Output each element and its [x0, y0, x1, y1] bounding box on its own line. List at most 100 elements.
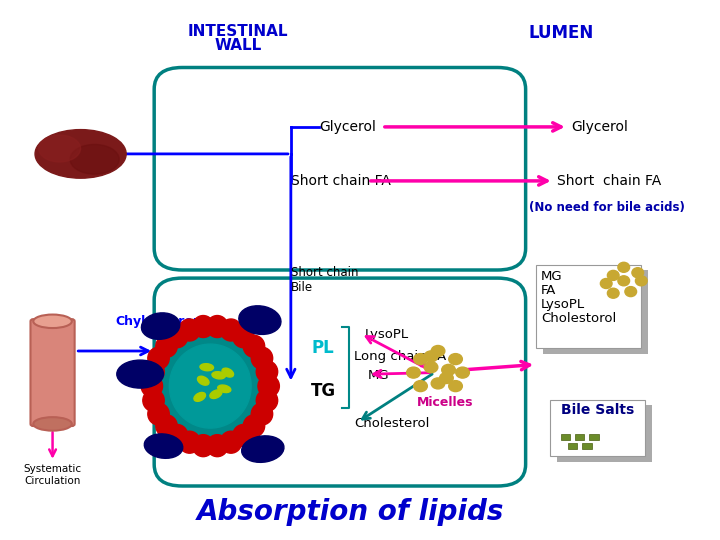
Ellipse shape [192, 315, 214, 338]
Text: Glycerol: Glycerol [319, 120, 376, 134]
Text: Short  chain FA: Short chain FA [557, 174, 662, 188]
Text: LUMEN: LUMEN [528, 24, 593, 42]
Text: Bile Salts: Bile Salts [561, 403, 634, 417]
Bar [567, 443, 577, 449]
Ellipse shape [148, 403, 169, 425]
Ellipse shape [414, 354, 427, 364]
Ellipse shape [222, 368, 234, 377]
Ellipse shape [636, 276, 647, 286]
Text: Absorption of lipids: Absorption of lipids [197, 498, 504, 526]
Text: INTESTINAL
WALL: INTESTINAL WALL [188, 24, 289, 52]
Ellipse shape [141, 313, 180, 339]
Ellipse shape [35, 130, 126, 178]
Ellipse shape [600, 279, 612, 288]
Ellipse shape [449, 381, 462, 392]
Text: Short chain FA: Short chain FA [291, 174, 391, 188]
Ellipse shape [143, 361, 164, 383]
Bar [575, 434, 585, 440]
Ellipse shape [456, 367, 469, 378]
Ellipse shape [431, 378, 445, 389]
FancyBboxPatch shape [557, 405, 652, 462]
Ellipse shape [256, 361, 278, 383]
Text: Glycerol: Glycerol [571, 120, 628, 134]
FancyBboxPatch shape [30, 319, 75, 426]
Ellipse shape [70, 144, 119, 174]
Ellipse shape [210, 390, 222, 398]
Ellipse shape [141, 375, 163, 397]
Ellipse shape [233, 326, 254, 348]
Ellipse shape [608, 288, 619, 298]
Ellipse shape [220, 431, 242, 453]
Ellipse shape [217, 385, 231, 393]
Ellipse shape [618, 262, 629, 272]
Ellipse shape [233, 424, 254, 447]
Ellipse shape [242, 436, 284, 462]
Ellipse shape [152, 326, 269, 446]
Text: Short chain: Short chain [291, 266, 359, 279]
Ellipse shape [632, 268, 644, 278]
Text: Long chain FA: Long chain FA [354, 350, 446, 363]
Text: (No need for bile acids): (No need for bile acids) [529, 201, 685, 214]
Ellipse shape [179, 431, 200, 453]
Ellipse shape [117, 360, 163, 388]
Ellipse shape [256, 389, 278, 411]
Text: LysoPL: LysoPL [541, 298, 585, 311]
Ellipse shape [33, 417, 72, 431]
FancyBboxPatch shape [543, 270, 648, 354]
Text: Cholesterol: Cholesterol [354, 417, 429, 430]
Ellipse shape [449, 354, 462, 364]
Ellipse shape [239, 306, 281, 334]
Ellipse shape [192, 435, 214, 457]
Ellipse shape [156, 335, 177, 357]
Text: PL: PL [312, 339, 335, 357]
Ellipse shape [625, 287, 636, 296]
Ellipse shape [33, 314, 72, 328]
Ellipse shape [440, 373, 454, 383]
Ellipse shape [197, 376, 210, 385]
Ellipse shape [156, 415, 177, 437]
Text: Cholestorol: Cholestorol [541, 312, 616, 325]
Text: MG: MG [541, 270, 562, 283]
Text: Bile: Bile [291, 281, 313, 294]
Ellipse shape [166, 326, 188, 348]
Ellipse shape [143, 389, 164, 411]
FancyBboxPatch shape [550, 400, 645, 456]
Ellipse shape [243, 415, 265, 437]
Ellipse shape [442, 364, 455, 375]
Ellipse shape [194, 392, 205, 402]
Text: FA: FA [541, 284, 557, 297]
Ellipse shape [258, 375, 279, 397]
Bar [589, 434, 598, 440]
Text: Systematic
Circulation: Systematic Circulation [24, 464, 81, 486]
Ellipse shape [169, 344, 251, 428]
Ellipse shape [243, 335, 265, 357]
Ellipse shape [251, 347, 273, 369]
Ellipse shape [166, 424, 188, 447]
Bar [561, 434, 570, 440]
Ellipse shape [148, 347, 169, 369]
Ellipse shape [414, 381, 427, 392]
Text: Micelles: Micelles [417, 396, 473, 409]
Ellipse shape [39, 135, 81, 162]
Ellipse shape [220, 319, 242, 341]
Ellipse shape [207, 435, 228, 457]
Text: LysoPL: LysoPL [364, 328, 408, 341]
Text: Chylomicrons: Chylomicrons [116, 315, 210, 328]
Bar [582, 443, 592, 449]
Ellipse shape [207, 315, 228, 338]
Ellipse shape [424, 351, 438, 362]
Ellipse shape [608, 271, 619, 280]
FancyBboxPatch shape [536, 265, 642, 348]
Ellipse shape [618, 276, 629, 286]
Ellipse shape [201, 363, 213, 372]
Ellipse shape [407, 367, 420, 378]
Text: MG: MG [368, 369, 390, 382]
Ellipse shape [144, 434, 183, 458]
Ellipse shape [179, 319, 200, 341]
Text: TG: TG [310, 382, 336, 401]
Text: Protein: Protein [165, 326, 212, 339]
Ellipse shape [251, 403, 273, 425]
Text: Thoracic
Duct: Thoracic Duct [42, 342, 63, 393]
Ellipse shape [212, 372, 225, 379]
Ellipse shape [424, 362, 438, 373]
